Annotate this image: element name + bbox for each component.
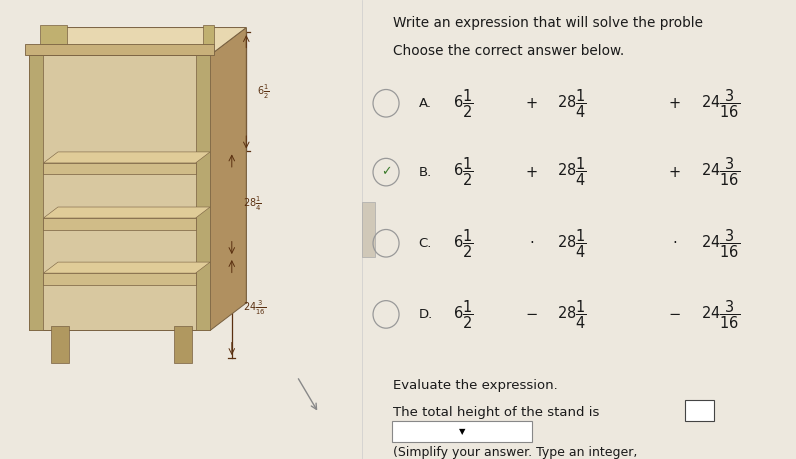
Bar	[203, 25, 213, 44]
Text: $6\frac{1}{2}$: $6\frac{1}{2}$	[257, 83, 270, 101]
Polygon shape	[210, 28, 246, 330]
Text: $24\dfrac{3}{16}$: $24\dfrac{3}{16}$	[700, 227, 739, 259]
FancyBboxPatch shape	[392, 421, 533, 442]
Text: $24\frac{3}{16}$: $24\frac{3}{16}$	[243, 298, 266, 317]
Text: Evaluate the expression.: Evaluate the expression.	[392, 379, 557, 392]
Polygon shape	[44, 207, 210, 218]
Text: −: −	[669, 307, 681, 322]
Bar	[174, 326, 192, 363]
Text: +: +	[525, 96, 537, 111]
Text: ·: ·	[529, 236, 534, 251]
Text: $6\dfrac{1}{2}$: $6\dfrac{1}{2}$	[453, 87, 474, 119]
Bar	[29, 55, 210, 330]
Polygon shape	[44, 262, 210, 273]
Polygon shape	[44, 152, 210, 163]
Bar	[51, 326, 68, 363]
Bar	[196, 55, 210, 330]
Text: +: +	[669, 96, 681, 111]
Text: $28\frac{1}{4}$: $28\frac{1}{4}$	[243, 195, 261, 213]
Text: (Simplify your answer. Type an integer,: (Simplify your answer. Type an integer,	[392, 446, 637, 459]
Text: ▼: ▼	[458, 427, 465, 437]
Bar	[44, 273, 196, 285]
Text: $28\dfrac{1}{4}$: $28\dfrac{1}{4}$	[557, 227, 587, 259]
Bar	[44, 218, 196, 230]
Text: ✓: ✓	[380, 166, 392, 179]
Text: ·: ·	[672, 236, 677, 251]
Text: A.: A.	[419, 97, 431, 110]
Text: −: −	[525, 307, 537, 322]
Text: $6\dfrac{1}{2}$: $6\dfrac{1}{2}$	[453, 227, 474, 259]
Text: Choose the correct answer below.: Choose the correct answer below.	[392, 44, 624, 58]
Text: C.: C.	[419, 237, 432, 250]
Polygon shape	[65, 28, 246, 303]
Text: $24\dfrac{3}{16}$: $24\dfrac{3}{16}$	[700, 87, 739, 119]
Text: Write an expression that will solve the proble: Write an expression that will solve the …	[392, 16, 703, 30]
Bar	[29, 55, 44, 330]
Text: +: +	[669, 165, 681, 179]
Bar	[44, 163, 196, 174]
Polygon shape	[29, 28, 246, 55]
Text: ···: ···	[365, 226, 372, 233]
Text: $24\dfrac{3}{16}$: $24\dfrac{3}{16}$	[700, 156, 739, 188]
Text: $6\dfrac{1}{2}$: $6\dfrac{1}{2}$	[453, 156, 474, 188]
Bar	[362, 202, 375, 257]
Text: $28\dfrac{1}{4}$: $28\dfrac{1}{4}$	[557, 298, 587, 330]
Text: The total height of the stand is: The total height of the stand is	[392, 406, 603, 419]
Bar	[25, 44, 213, 55]
Text: D.: D.	[419, 308, 433, 321]
Text: +: +	[525, 165, 537, 179]
Text: $28\dfrac{1}{4}$: $28\dfrac{1}{4}$	[557, 156, 587, 188]
Text: $28\dfrac{1}{4}$: $28\dfrac{1}{4}$	[557, 87, 587, 119]
Bar	[40, 25, 67, 44]
Text: B.: B.	[419, 166, 431, 179]
FancyBboxPatch shape	[685, 400, 715, 421]
Text: $6\dfrac{1}{2}$: $6\dfrac{1}{2}$	[453, 298, 474, 330]
Text: $24\dfrac{3}{16}$: $24\dfrac{3}{16}$	[700, 298, 739, 330]
